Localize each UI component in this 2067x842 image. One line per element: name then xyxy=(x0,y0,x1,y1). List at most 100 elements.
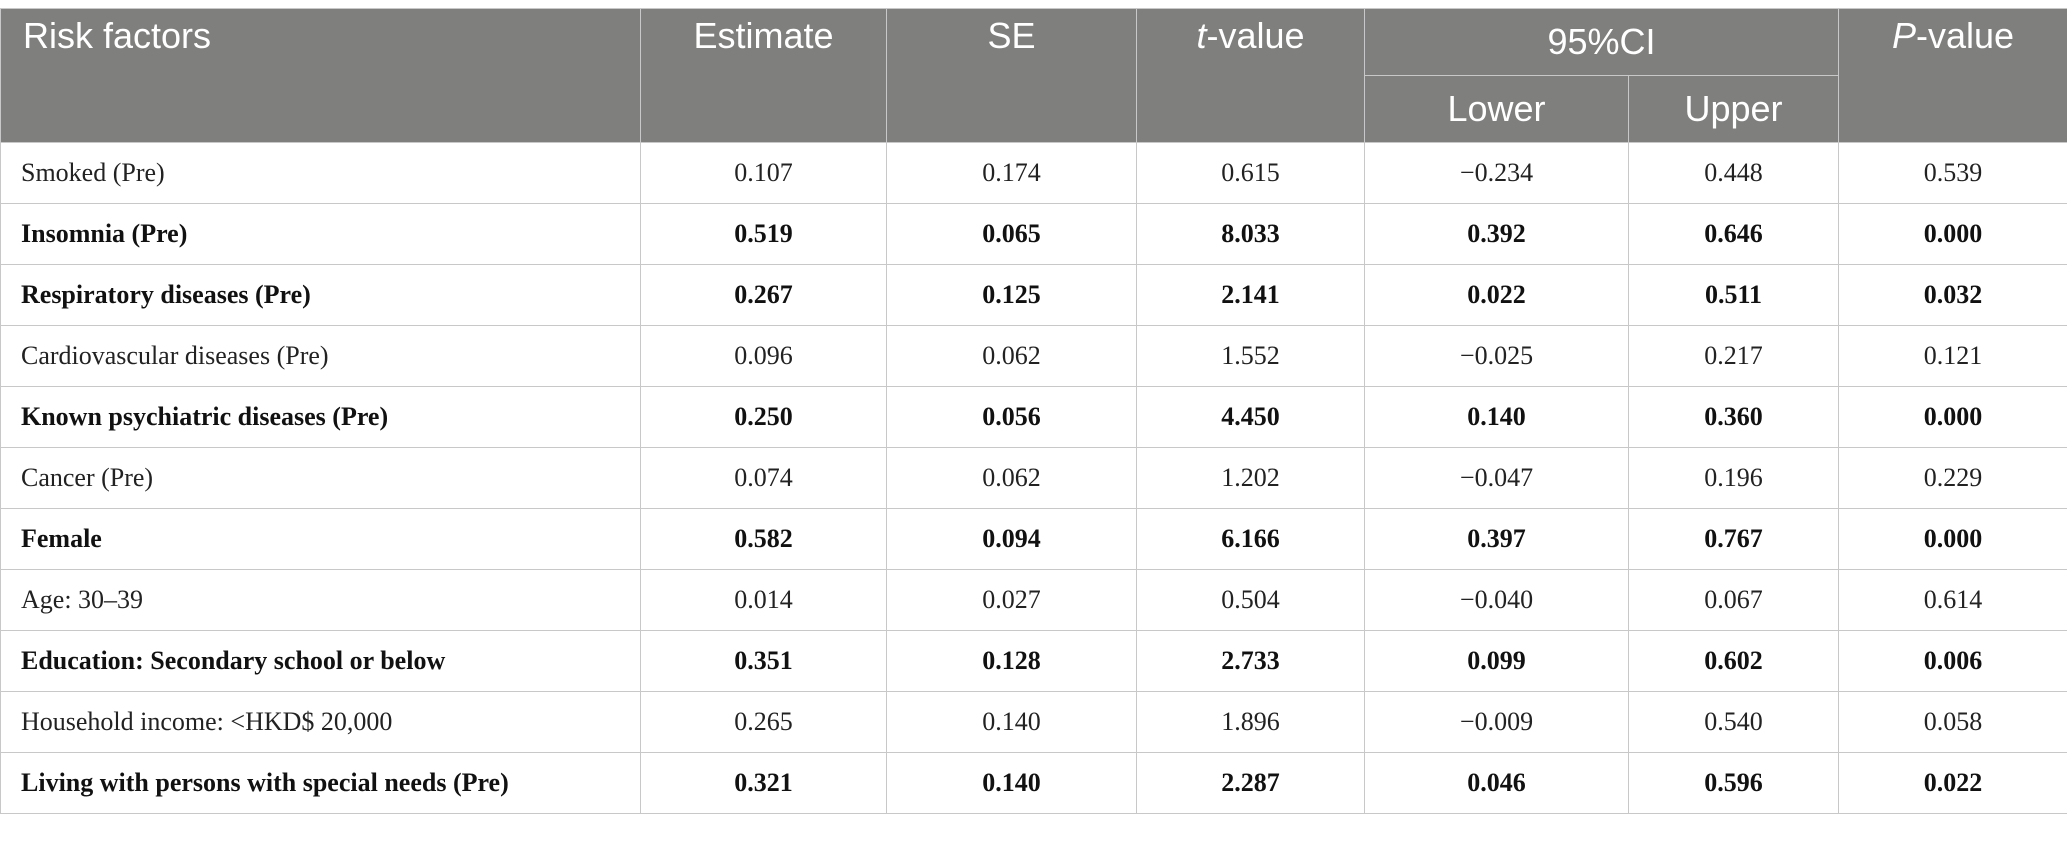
table-row: Living with persons with special needs (… xyxy=(0,752,2067,814)
cell-ci-lower: 0.392 xyxy=(1364,203,1629,265)
cell-estimate: 0.014 xyxy=(640,569,887,631)
cell-t-value: 8.033 xyxy=(1136,203,1365,265)
cell-t-value: 2.141 xyxy=(1136,264,1365,326)
risk-factor-table: Risk factors Estimate SE t-value 95%CI P… xyxy=(0,8,2067,814)
cell-estimate: 0.096 xyxy=(640,325,887,387)
cell-ci-upper: 0.602 xyxy=(1628,630,1839,692)
cell-risk-factor: Household income: <HKD$ 20,000 xyxy=(0,691,641,753)
table-row: Cardiovascular diseases (Pre) 0.096 0.062 1… xyxy=(0,325,2067,387)
cell-ci-upper: 0.360 xyxy=(1628,386,1839,448)
cell-ci-lower: 0.022 xyxy=(1364,264,1629,326)
cell-ci-lower: 0.397 xyxy=(1364,508,1629,570)
cell-risk-factor: Smoked (Pre) xyxy=(0,142,641,204)
cell-estimate: 0.250 xyxy=(640,386,887,448)
cell-t-value: 4.450 xyxy=(1136,386,1365,448)
cell-se: 0.140 xyxy=(886,752,1137,814)
header-t-rest: -value xyxy=(1206,15,1305,56)
cell-p-value: 0.032 xyxy=(1838,264,2067,326)
cell-p-value: 0.000 xyxy=(1838,203,2067,265)
cell-estimate: 0.265 xyxy=(640,691,887,753)
cell-t-value: 2.287 xyxy=(1136,752,1365,814)
cell-p-value: 0.539 xyxy=(1838,142,2067,204)
cell-ci-upper: 0.646 xyxy=(1628,203,1839,265)
table-row: Insomnia (Pre) 0.519 0.065 8.033 0.392 0.646 0… xyxy=(0,203,2067,265)
risk-factor-table-container: Risk factors Estimate SE t-value 95%CI P… xyxy=(0,8,2067,814)
cell-se: 0.128 xyxy=(886,630,1137,692)
table-row: Household income: <HKD$ 20,000 0.265 0.140… xyxy=(0,691,2067,753)
cell-ci-lower: −0.234 xyxy=(1364,142,1629,204)
cell-se: 0.062 xyxy=(886,447,1137,509)
cell-ci-lower: 0.046 xyxy=(1364,752,1629,814)
header-estimate: Estimate xyxy=(640,8,887,143)
cell-ci-lower: −0.025 xyxy=(1364,325,1629,387)
header-95ci: 95%CI xyxy=(1364,8,1839,76)
cell-se: 0.056 xyxy=(886,386,1137,448)
header-risk-factors: Risk factors xyxy=(0,8,641,143)
cell-p-value: 0.006 xyxy=(1838,630,2067,692)
cell-estimate: 0.074 xyxy=(640,447,887,509)
cell-risk-factor: Education: Secondary school or below xyxy=(0,630,641,692)
cell-estimate: 0.267 xyxy=(640,264,887,326)
cell-ci-upper: 0.596 xyxy=(1628,752,1839,814)
table-row: Female 0.582 0.094 6.166 0.397 0.767 0.000 xyxy=(0,508,2067,570)
header-lower: Lower xyxy=(1364,75,1629,143)
cell-t-value: 1.896 xyxy=(1136,691,1365,753)
cell-t-value: 2.733 xyxy=(1136,630,1365,692)
cell-ci-lower: −0.047 xyxy=(1364,447,1629,509)
table-row: Age: 30–39 0.014 0.027 0.504 −0.040 0.067 0.61… xyxy=(0,569,2067,631)
header-p-rest: -value xyxy=(1915,15,2015,56)
cell-se: 0.094 xyxy=(886,508,1137,570)
header-t-italic: t xyxy=(1196,15,1207,56)
cell-p-value: 0.000 xyxy=(1838,508,2067,570)
header-p-value: P-value xyxy=(1838,8,2067,143)
cell-se: 0.062 xyxy=(886,325,1137,387)
cell-ci-upper: 0.511 xyxy=(1628,264,1839,326)
cell-se: 0.065 xyxy=(886,203,1137,265)
cell-se: 0.140 xyxy=(886,691,1137,753)
cell-p-value: 0.022 xyxy=(1838,752,2067,814)
cell-t-value: 0.615 xyxy=(1136,142,1365,204)
cell-risk-factor: Insomnia (Pre) xyxy=(0,203,641,265)
cell-risk-factor: Respiratory diseases (Pre) xyxy=(0,264,641,326)
cell-ci-upper: 0.067 xyxy=(1628,569,1839,631)
cell-p-value: 0.229 xyxy=(1838,447,2067,509)
cell-t-value: 6.166 xyxy=(1136,508,1365,570)
cell-ci-upper: 0.448 xyxy=(1628,142,1839,204)
table-row: Known psychiatric diseases (Pre) 0.250 0.0… xyxy=(0,386,2067,448)
cell-risk-factor: Cancer (Pre) xyxy=(0,447,641,509)
header-upper: Upper xyxy=(1628,75,1839,143)
cell-ci-upper: 0.196 xyxy=(1628,447,1839,509)
table-body: Smoked (Pre) 0.107 0.174 0.615 −0.234 0.448 0.… xyxy=(0,142,2067,814)
cell-se: 0.125 xyxy=(886,264,1137,326)
cell-ci-upper: 0.540 xyxy=(1628,691,1839,753)
cell-estimate: 0.107 xyxy=(640,142,887,204)
cell-se: 0.174 xyxy=(886,142,1137,204)
cell-se: 0.027 xyxy=(886,569,1137,631)
cell-t-value: 0.504 xyxy=(1136,569,1365,631)
subheader-row: Lower Upper xyxy=(1,75,2067,143)
cell-ci-lower: 0.099 xyxy=(1364,630,1629,692)
header-p-italic: P xyxy=(1891,15,1916,56)
table-row: Cancer (Pre) 0.074 0.062 1.202 −0.047 0.196 0.… xyxy=(0,447,2067,509)
cell-p-value: 0.121 xyxy=(1838,325,2067,387)
table-row: Respiratory diseases (Pre) 0.267 0.125 2.14… xyxy=(0,264,2067,326)
cell-risk-factor: Age: 30–39 xyxy=(0,569,641,631)
cell-p-value: 0.614 xyxy=(1838,569,2067,631)
cell-estimate: 0.321 xyxy=(640,752,887,814)
table-row: Education: Secondary school or below 0.35… xyxy=(0,630,2067,692)
cell-estimate: 0.519 xyxy=(640,203,887,265)
cell-risk-factor: Cardiovascular diseases (Pre) xyxy=(0,325,641,387)
cell-ci-upper: 0.767 xyxy=(1628,508,1839,570)
header-t-value: t-value xyxy=(1136,8,1365,143)
cell-estimate: 0.582 xyxy=(640,508,887,570)
cell-ci-upper: 0.217 xyxy=(1628,325,1839,387)
cell-p-value: 0.058 xyxy=(1838,691,2067,753)
cell-p-value: 0.000 xyxy=(1838,386,2067,448)
cell-ci-lower: 0.140 xyxy=(1364,386,1629,448)
cell-estimate: 0.351 xyxy=(640,630,887,692)
cell-risk-factor: Living with persons with special needs (… xyxy=(0,752,641,814)
cell-t-value: 1.552 xyxy=(1136,325,1365,387)
table-row: Smoked (Pre) 0.107 0.174 0.615 −0.234 0.448 0.… xyxy=(0,142,2067,204)
header-se: SE xyxy=(886,8,1137,143)
header-row: Risk factors Estimate SE t-value 95%CI P… xyxy=(0,8,2067,143)
